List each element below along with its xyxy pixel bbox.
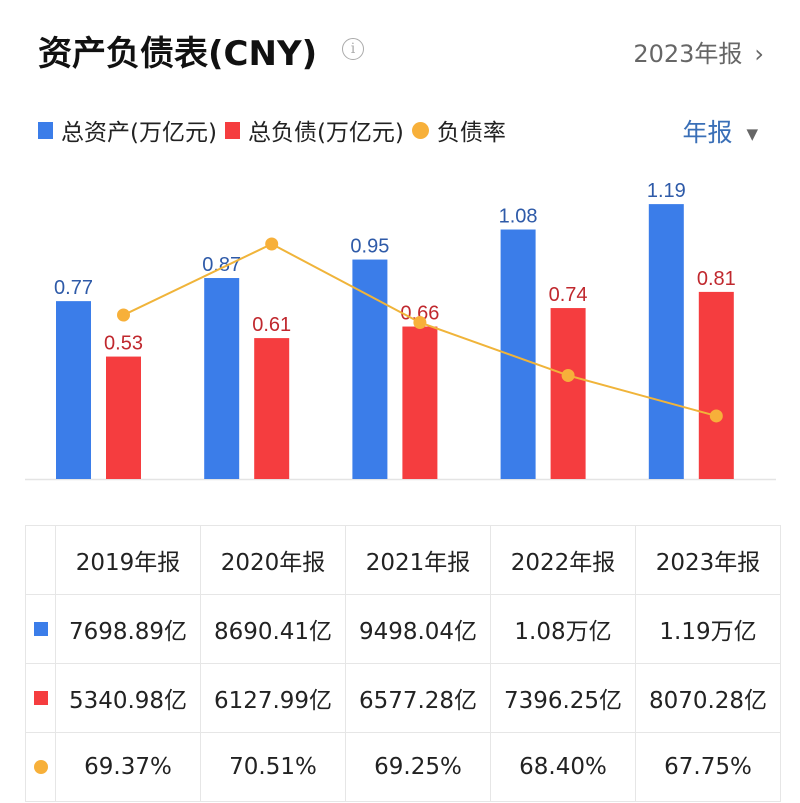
assets-bar xyxy=(204,278,240,479)
table-cell: 1.19万亿 xyxy=(635,594,781,664)
ratio-point xyxy=(413,315,427,329)
bar-value-label: 0.66 xyxy=(400,303,439,325)
bar-value-label: 0.74 xyxy=(549,284,588,306)
legend-label: 总资产(万亿元) xyxy=(61,120,217,146)
period-label: 2023年报 xyxy=(633,40,743,68)
period-selector[interactable]: 2023年报 › xyxy=(633,34,764,69)
legend-label: 总负债(万亿元) xyxy=(247,120,404,146)
table-cell: 8690.41亿 xyxy=(200,594,346,664)
table-cell: 67.75% xyxy=(635,732,781,802)
table-cell: 9498.04亿 xyxy=(345,594,491,664)
table-cell: 70.51% xyxy=(200,732,346,802)
table-cell: 6127.99亿 xyxy=(200,663,346,733)
liabilities-bar xyxy=(402,326,438,479)
ratio-point xyxy=(709,409,723,423)
table-cell: 8070.28亿 xyxy=(635,663,781,733)
square-marker-icon xyxy=(33,691,48,705)
report-type-dropdown[interactable]: 年报 ▼ xyxy=(682,113,758,149)
legend-item-ratio[interactable]: 负债率 xyxy=(411,113,506,147)
table-cell: 68.40% xyxy=(490,732,636,802)
caret-down-icon: ▼ xyxy=(746,125,758,143)
column-header: 2022年报 xyxy=(490,525,636,595)
column-header: 2020年报 xyxy=(200,525,346,595)
bar-value-label: 0.81 xyxy=(697,268,736,290)
liabilities-bar xyxy=(550,308,586,479)
bar-value-label: 1.08 xyxy=(499,206,538,228)
legend-swatch xyxy=(38,121,53,139)
bar-value-label: 0.53 xyxy=(104,333,143,355)
bar-value-label: 0.61 xyxy=(252,314,291,336)
legend-swatch xyxy=(224,121,240,139)
assets-bar xyxy=(648,204,684,480)
table-cell: 7698.89亿 xyxy=(55,594,201,664)
assets-bar xyxy=(352,259,388,479)
table-cell: 1.08万亿 xyxy=(490,594,636,664)
report-type-label: 年报 xyxy=(682,118,733,147)
page-title: 资产负债表(CNY) xyxy=(38,34,318,74)
table-cell: 5340.98亿 xyxy=(55,663,201,733)
table-cell: 69.25% xyxy=(345,732,491,802)
bar-value-label: 0.87 xyxy=(202,254,241,276)
table-cell: 7396.25亿 xyxy=(490,663,636,733)
liabilities-bar xyxy=(698,291,734,479)
bar-value-label: 0.77 xyxy=(54,277,93,299)
balance-chart: 0.77 0.87 0.95 1.08 1.19 0.53 0.61 0.66 0.74 0.81 xyxy=(25,180,776,481)
table-cell: 69.37% xyxy=(55,732,201,802)
table-row-ratio: 69.37% 70.51% 69.25% 68.40% 67.75% xyxy=(25,732,781,802)
ratio-point xyxy=(117,308,130,322)
chevron-right-icon: › xyxy=(754,40,764,68)
legend: 总资产(万亿元) 总负债(万亿元) 负债率 xyxy=(38,113,514,147)
table-row-liabilities: 5340.98亿 6127.99亿 6577.28亿 7396.25亿 8070.28亿 xyxy=(25,663,781,733)
column-header: 2019年报 xyxy=(55,525,201,595)
legend-swatch xyxy=(411,121,429,139)
liabilities-bar xyxy=(254,338,290,479)
assets-bar xyxy=(56,301,91,479)
legend-label: 负债率 xyxy=(436,120,506,146)
liabilities-bar xyxy=(106,356,141,479)
ratio-point xyxy=(561,368,575,382)
circle-marker-icon xyxy=(33,760,48,774)
column-header: 2021年报 xyxy=(345,525,491,595)
table-cell: 6577.28亿 xyxy=(345,663,491,733)
data-table: 2019年报 2020年报 2021年报 2022年报 2023年报 7698.89亿 8… xyxy=(25,525,781,802)
info-icon[interactable]: i xyxy=(342,38,364,60)
square-marker-icon xyxy=(33,622,48,636)
bar-value-label: 0.95 xyxy=(350,236,389,258)
table-row-assets: 7698.89亿 8690.41亿 9498.04亿 1.08万亿 1.19万亿 xyxy=(25,594,781,664)
column-header: 2023年报 xyxy=(635,525,781,595)
legend-item-assets[interactable]: 总资产(万亿元) xyxy=(38,113,217,147)
legend-item-liabilities[interactable]: 总负债(万亿元) xyxy=(224,113,404,147)
ratio-point xyxy=(265,237,279,251)
bar-value-label: 1.19 xyxy=(647,180,686,202)
table-header-row: 2019年报 2020年报 2021年报 2022年报 2023年报 xyxy=(25,525,781,595)
